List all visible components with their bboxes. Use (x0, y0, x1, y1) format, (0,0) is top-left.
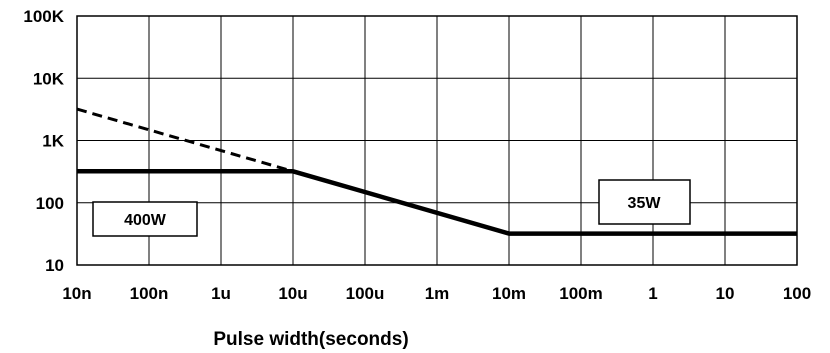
x-tick-label: 1m (425, 284, 450, 303)
annotation-35w-box (598, 179, 691, 225)
x-tick-label: 10n (62, 284, 91, 303)
x-tick-label: 1 (648, 284, 657, 303)
y-tick-label: 100K (23, 7, 64, 26)
annotation-400w-label: 400W (124, 212, 167, 229)
x-tick-label: 10 (716, 284, 735, 303)
y-tick-label: 10 (45, 256, 64, 275)
tick-labels: 10n 100n 1u 10u 100u 1m 10m 100m 1 10 100 10 100 1K 10… (23, 7, 811, 303)
x-tick-label: 100m (559, 284, 602, 303)
x-tick-label: 10m (492, 284, 526, 303)
y-tick-label: 1K (42, 132, 64, 151)
dashed-limit-line (76, 107, 294, 173)
series-layer (76, 107, 797, 236)
x-tick-label: 100u (346, 284, 385, 303)
y-tick-label: 10K (33, 69, 65, 88)
annotation-400w-box (92, 201, 198, 237)
annotation-400w: 400W (92, 201, 198, 237)
annotation-35w: 35W (598, 179, 691, 225)
x-tick-label: 1u (211, 284, 231, 303)
x-tick-label: 100 (783, 284, 811, 303)
y-tick-label: 100 (36, 194, 64, 213)
x-tick-label: 100n (130, 284, 169, 303)
annotation-35w-label: 35W (628, 195, 662, 212)
x-axis-label: Pulse width(seconds) (213, 329, 408, 350)
power-limit-line (77, 169, 797, 236)
x-tick-label: 10u (278, 284, 307, 303)
